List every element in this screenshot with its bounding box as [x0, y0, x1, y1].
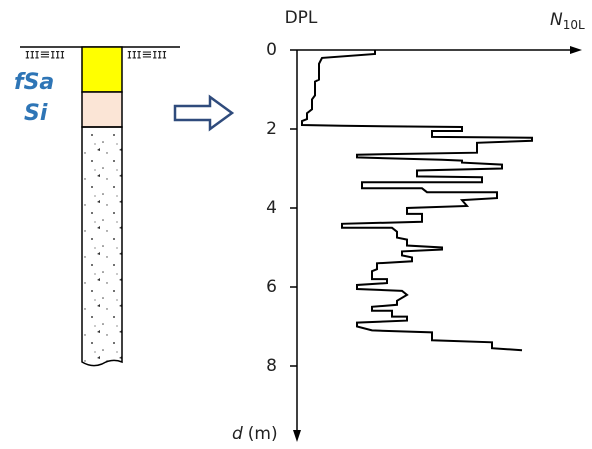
y-arrow	[293, 430, 301, 442]
y-unit: (m)	[248, 424, 278, 444]
x-arrow	[570, 46, 582, 54]
chart-title: DPL	[285, 8, 318, 28]
y-symbol: d	[232, 424, 243, 444]
arrow	[173, 94, 235, 132]
svg-text:ɪɪɪ≡ɪɪɪ: ɪɪɪ≡ɪɪɪ	[25, 48, 65, 63]
y-tick-label: 0	[266, 40, 277, 60]
soil-label: fSa	[14, 70, 54, 95]
svg-text:ɪɪɪ≡ɪɪɪ: ɪɪɪ≡ɪɪɪ	[127, 48, 167, 63]
y-tick-label: 2	[266, 119, 277, 139]
y-tick-label: 6	[266, 277, 277, 297]
soil-label: Si	[24, 101, 48, 126]
y-tick-label: 4	[266, 198, 277, 218]
borehole: ɪɪɪ≡ɪɪɪ ɪɪɪ≡ɪɪɪ fSa Si	[14, 46, 235, 367]
x-subscript: 10L	[563, 18, 585, 32]
x-symbol: N	[550, 10, 563, 30]
profile-line	[301, 50, 533, 352]
y-axis-label: d (m)	[232, 424, 278, 444]
x-axis-label: N10L	[550, 10, 585, 32]
y-tick-label: 8	[266, 356, 277, 376]
